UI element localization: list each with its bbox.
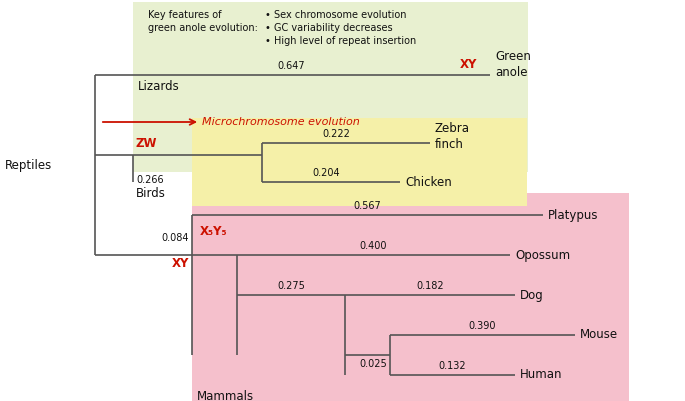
- Text: 0.400: 0.400: [360, 241, 387, 251]
- Text: 0.132: 0.132: [438, 361, 466, 371]
- Text: 0.204: 0.204: [312, 168, 340, 178]
- Text: Mouse: Mouse: [580, 328, 618, 342]
- Text: 0.025: 0.025: [359, 359, 387, 369]
- Text: Opossum: Opossum: [515, 249, 570, 261]
- Text: 0.275: 0.275: [277, 281, 305, 291]
- Bar: [192, 193, 629, 401]
- Text: Microchromosome evolution: Microchromosome evolution: [202, 117, 360, 127]
- Text: ZW: ZW: [136, 137, 158, 150]
- Text: Green
anole: Green anole: [495, 51, 531, 79]
- Text: Human: Human: [520, 369, 562, 381]
- Text: XY: XY: [172, 257, 189, 270]
- Text: Zebra
finch: Zebra finch: [435, 122, 470, 152]
- Text: 0.266: 0.266: [136, 175, 164, 185]
- Text: Lizards: Lizards: [138, 80, 179, 93]
- Bar: [192, 118, 527, 206]
- Text: 0.222: 0.222: [322, 129, 350, 139]
- Text: Birds: Birds: [136, 187, 166, 200]
- Text: Mammals: Mammals: [197, 390, 254, 401]
- Text: 0.084: 0.084: [162, 233, 189, 243]
- Bar: [133, 2, 528, 172]
- Text: Chicken: Chicken: [405, 176, 451, 188]
- Text: Key features of
green anole evolution:: Key features of green anole evolution:: [148, 10, 258, 33]
- Text: Platypus: Platypus: [548, 209, 599, 221]
- Text: Dog: Dog: [520, 288, 544, 302]
- Text: 0.390: 0.390: [469, 321, 496, 331]
- Text: 0.647: 0.647: [277, 61, 306, 71]
- Text: X₅Y₅: X₅Y₅: [200, 225, 227, 238]
- Text: 0.182: 0.182: [416, 281, 444, 291]
- Text: XY: XY: [460, 58, 477, 71]
- Text: 0.567: 0.567: [353, 201, 382, 211]
- Text: Reptiles: Reptiles: [5, 158, 52, 172]
- Text: • Sex chromosome evolution
• GC variability decreases
• High level of repeat ins: • Sex chromosome evolution • GC variabil…: [265, 10, 416, 47]
